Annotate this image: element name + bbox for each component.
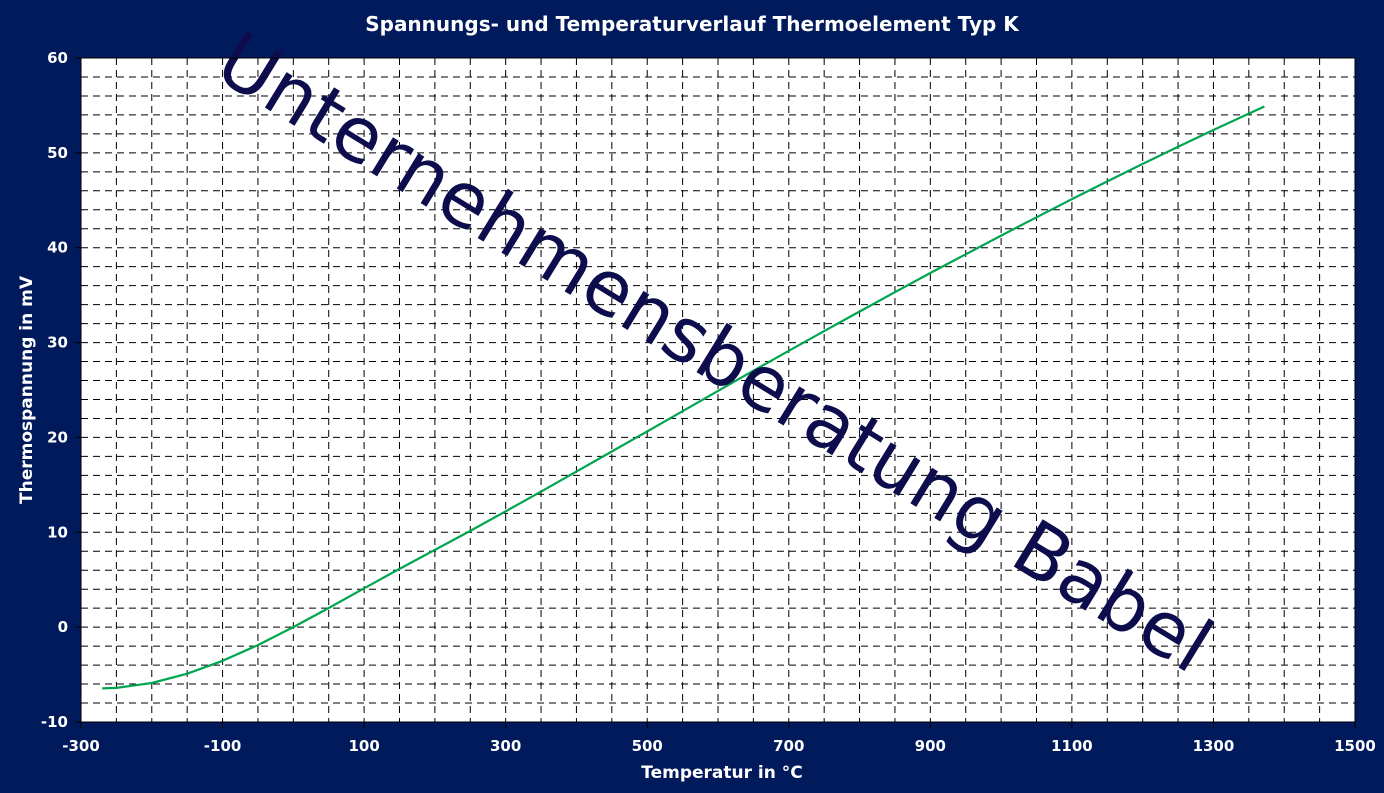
y-tick-label: 60 bbox=[47, 49, 68, 67]
chart-title: Spannungs- und Temperaturverlauf Thermoe… bbox=[365, 12, 1020, 36]
y-tick-label: 10 bbox=[47, 523, 68, 541]
series-layer bbox=[102, 105, 1265, 690]
axes: -300 -100 100 300 500 700 900 1100 1300 1500-1001… bbox=[41, 49, 1376, 755]
plot-border bbox=[80, 57, 1356, 723]
x-tick-label: 1500 bbox=[1334, 737, 1376, 755]
x-tick-label: 700 bbox=[773, 737, 804, 755]
x-tick-label: 900 bbox=[915, 737, 946, 755]
grid bbox=[81, 58, 1355, 722]
x-tick-label: -100 bbox=[204, 737, 242, 755]
y-tick-label: 0 bbox=[58, 618, 68, 636]
y-axis-title: Thermospannung in mV bbox=[17, 275, 37, 504]
y-tick-label: -10 bbox=[41, 713, 68, 731]
x-tick-label: 100 bbox=[348, 737, 379, 755]
x-tick-label: 300 bbox=[490, 737, 521, 755]
series-line bbox=[102, 105, 1265, 690]
x-tick-label: 1300 bbox=[1193, 737, 1235, 755]
y-tick-label: 20 bbox=[47, 428, 68, 446]
y-tick-label: 40 bbox=[47, 239, 68, 257]
y-tick-label: 50 bbox=[47, 144, 68, 162]
y-tick-label: 30 bbox=[47, 334, 68, 352]
x-axis-title: Temperatur in °C bbox=[641, 763, 803, 783]
x-tick-label: -300 bbox=[62, 737, 100, 755]
x-tick-label: 1100 bbox=[1051, 737, 1093, 755]
x-tick-label: 500 bbox=[632, 737, 663, 755]
